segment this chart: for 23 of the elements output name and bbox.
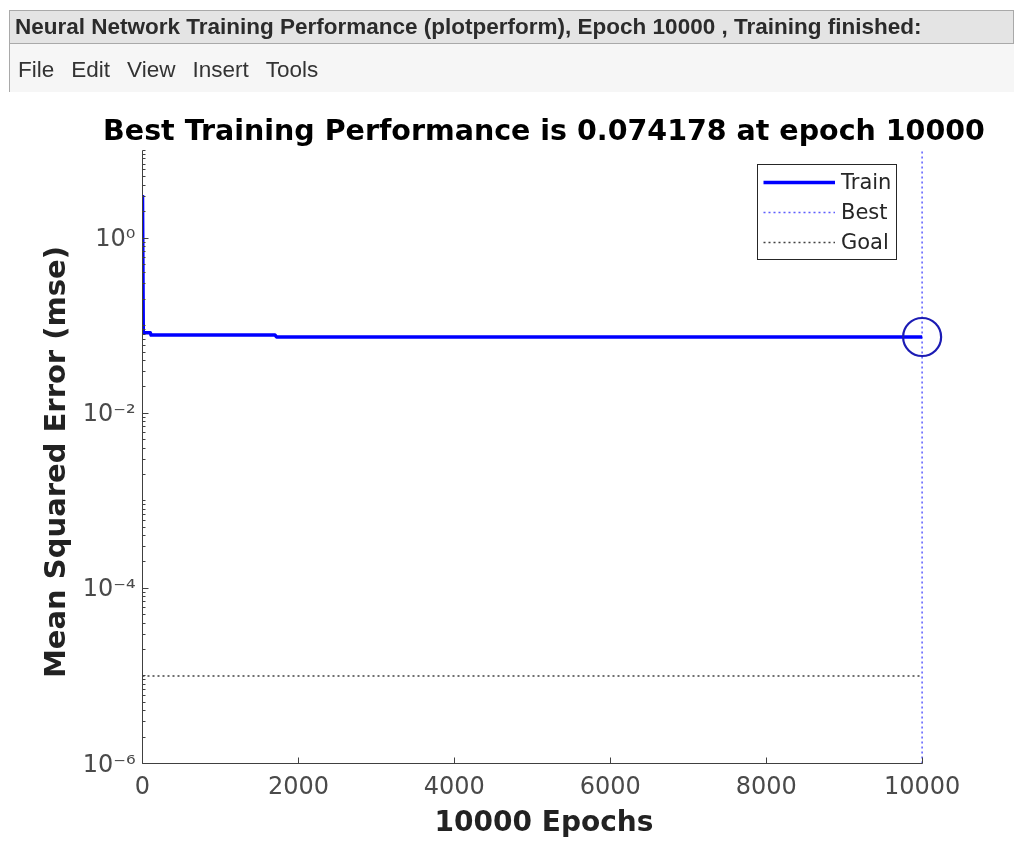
legend-label: Goal [841,230,889,254]
line-series [142,193,924,339]
x-tick-label: 4000 [423,771,485,800]
y-axis-title: Mean Squared Error (mse) [37,246,72,678]
text: View [127,57,176,82]
x-axis-title: 10000 Epochs [434,804,654,838]
x-tick-label: 0 [134,771,151,800]
x-tick-label: 8000 [735,771,797,800]
ref-line-label: Best [841,200,888,224]
y-tick-label: 10⁻⁴ [82,574,136,603]
legend-label: Train [841,170,892,194]
x-tick-label: 2000 [267,771,329,800]
text: Tools [265,57,319,82]
x-tick-label: 6000 [579,771,641,800]
text: Edit [71,57,111,82]
y-tick-label: 10⁻² [82,399,136,428]
chart-title: Best Training Performance is 0.074178 at epoch 10000 [103,113,985,147]
text: Insert [192,57,249,82]
x-tick-label: 10000 [883,771,961,800]
text: Neural Network Training Performance (plotperform), Epoch 10000 , Training finished: [9,10,1014,44]
y-tick-label: 10⁰ [95,224,136,253]
y-tick-label: 10⁻⁶ [82,749,136,778]
text: File [18,57,55,82]
